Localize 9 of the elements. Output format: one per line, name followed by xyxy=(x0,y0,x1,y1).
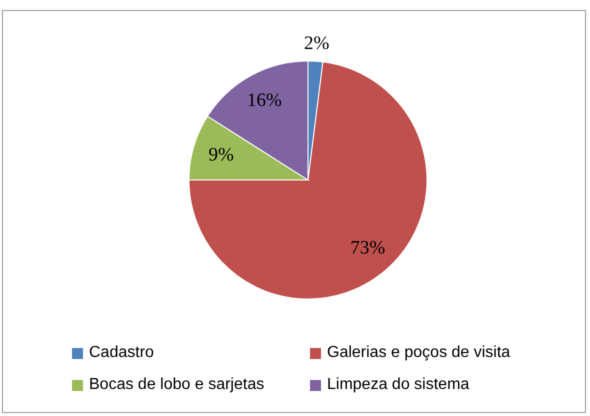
legend-label: Galerias e poços de visita xyxy=(327,344,510,362)
data-label: 16% xyxy=(247,90,282,112)
legend-label: Bocas de lobo e sarjetas xyxy=(89,376,264,394)
legend-label: Cadastro xyxy=(89,344,154,362)
pie-slice xyxy=(188,61,428,300)
data-label: 9% xyxy=(208,144,234,166)
data-label: 73% xyxy=(350,237,386,258)
legend-label: Limpeza do sistema xyxy=(327,376,470,394)
data-label: 2% xyxy=(304,32,330,54)
